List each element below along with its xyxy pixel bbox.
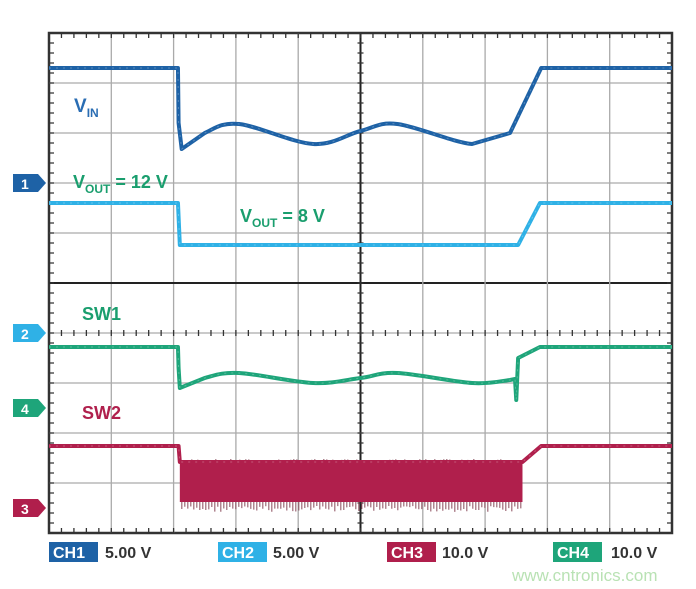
- svg-text:1: 1: [21, 176, 29, 192]
- legend-ch1: CH1 5.00 V: [49, 542, 152, 562]
- vin-label: VIN: [74, 96, 99, 120]
- ch1-ground-marker[interactable]: 1: [13, 174, 46, 192]
- legend-ch4: CH4 10.0 V: [553, 542, 658, 562]
- vout-8v-label: VOUT = 8 V: [240, 206, 325, 230]
- traces: [49, 66, 672, 512]
- trace-ch4: [49, 345, 672, 402]
- trace-ch1: [49, 66, 672, 151]
- vout-12v-label: VOUT = 12 V: [73, 172, 168, 196]
- svg-text:4: 4: [21, 401, 29, 417]
- grid: [47, 31, 674, 535]
- trace-ch3-noise: [49, 445, 672, 463]
- svg-text:10.0 V: 10.0 V: [611, 545, 658, 562]
- svg-text:2: 2: [21, 326, 29, 342]
- ch2-ground-marker[interactable]: 2: [13, 324, 46, 342]
- svg-text:CH3: CH3: [391, 545, 423, 562]
- legend-ch3: CH3 10.0 V: [387, 542, 489, 562]
- svg-text:CH4: CH4: [557, 545, 589, 562]
- ch3-ground-marker[interactable]: 3: [13, 499, 46, 517]
- svg-text:10.0 V: 10.0 V: [442, 545, 489, 562]
- svg-text:3: 3: [21, 501, 29, 517]
- trace-ch4-noise: [49, 346, 672, 401]
- svg-text:CH1: CH1: [53, 545, 85, 562]
- watermark: www.cntronics.com: [511, 566, 657, 585]
- svg-text:CH2: CH2: [222, 545, 254, 562]
- sw2-switching-band: [179, 462, 523, 502]
- trace-ch2: [49, 201, 672, 247]
- sw2-label: SW2: [82, 403, 121, 423]
- trace-ch3: [49, 444, 672, 464]
- ch4-ground-marker[interactable]: 4: [13, 399, 46, 417]
- legend-ch2: CH2 5.00 V: [218, 542, 320, 562]
- svg-text:5.00 V: 5.00 V: [273, 545, 320, 562]
- sw1-label: SW1: [82, 304, 121, 324]
- svg-text:5.00 V: 5.00 V: [105, 545, 152, 562]
